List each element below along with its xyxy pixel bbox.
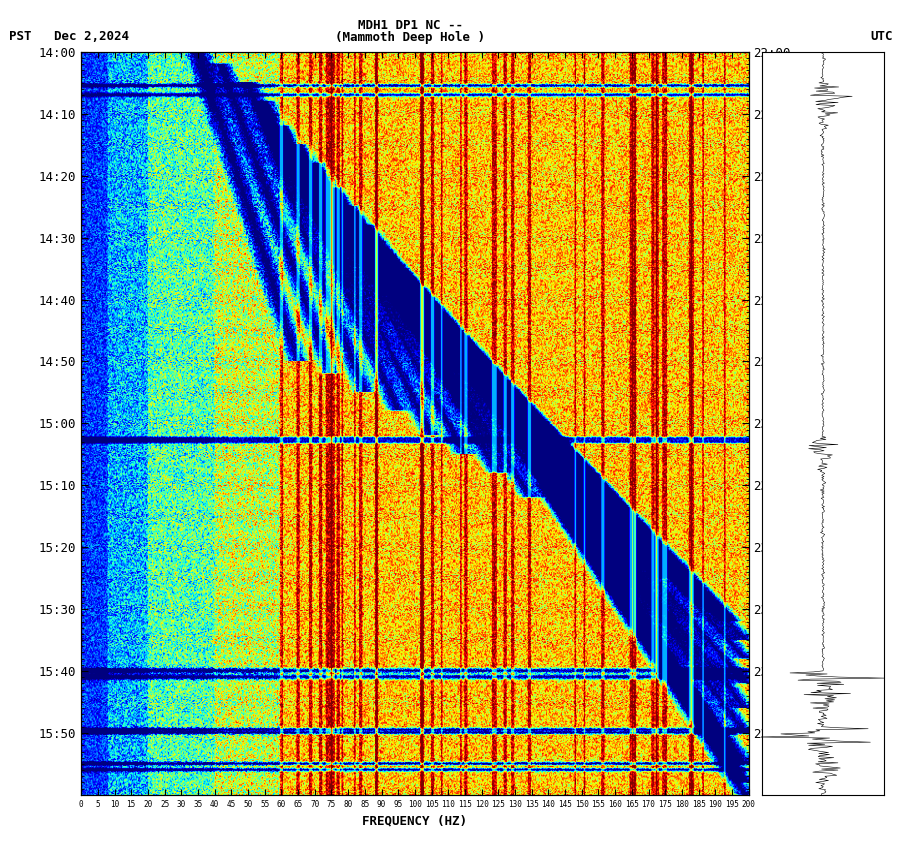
Text: (Mammoth Deep Hole ): (Mammoth Deep Hole ) <box>336 31 485 44</box>
X-axis label: FREQUENCY (HZ): FREQUENCY (HZ) <box>363 814 467 828</box>
Text: MDH1 DP1 NC --: MDH1 DP1 NC -- <box>358 19 463 32</box>
Text: UTC: UTC <box>870 30 893 43</box>
Text: PST   Dec 2,2024: PST Dec 2,2024 <box>9 30 129 43</box>
